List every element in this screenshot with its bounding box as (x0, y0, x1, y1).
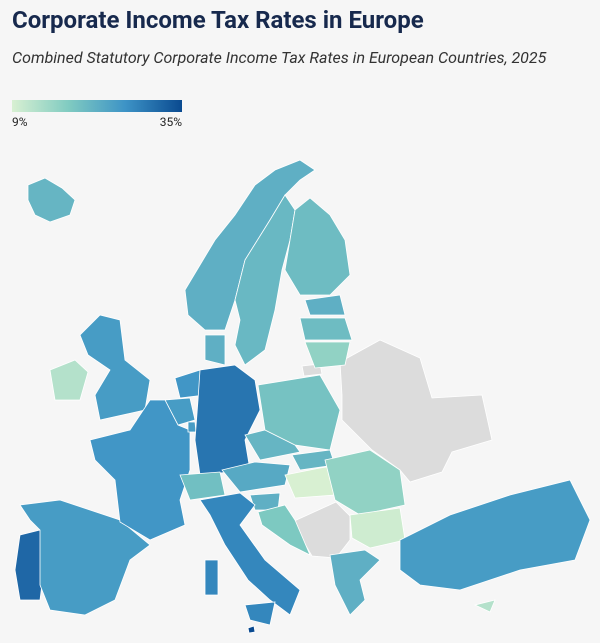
colorbar-label: 35% (160, 115, 182, 129)
region (329, 549, 381, 616)
region (204, 334, 226, 366)
region (27, 177, 76, 223)
region (257, 504, 311, 556)
no-data-region (339, 339, 493, 483)
region (234, 194, 296, 366)
region (304, 294, 346, 316)
no-data-regions (291, 339, 493, 559)
region (179, 471, 226, 501)
region (473, 599, 496, 613)
title: Corporate Income Tax Rates in Europe (12, 6, 424, 34)
subtitle: Combined Statutory Corporate Income Tax … (12, 48, 547, 67)
region (284, 197, 351, 296)
region (244, 601, 276, 626)
region (79, 314, 151, 421)
region (199, 492, 301, 616)
region (194, 364, 261, 476)
region (244, 429, 301, 461)
no-data-region (291, 501, 351, 559)
region (349, 507, 406, 549)
region (187, 421, 197, 433)
regions (14, 159, 591, 634)
region (247, 625, 256, 634)
region (19, 499, 151, 616)
region (304, 341, 351, 369)
colorbar-label: 9% (12, 115, 28, 129)
region (49, 359, 89, 401)
colorbar (12, 100, 182, 112)
region (324, 449, 406, 516)
region (204, 559, 219, 596)
region (299, 317, 353, 341)
region (184, 159, 316, 331)
region (399, 479, 591, 591)
